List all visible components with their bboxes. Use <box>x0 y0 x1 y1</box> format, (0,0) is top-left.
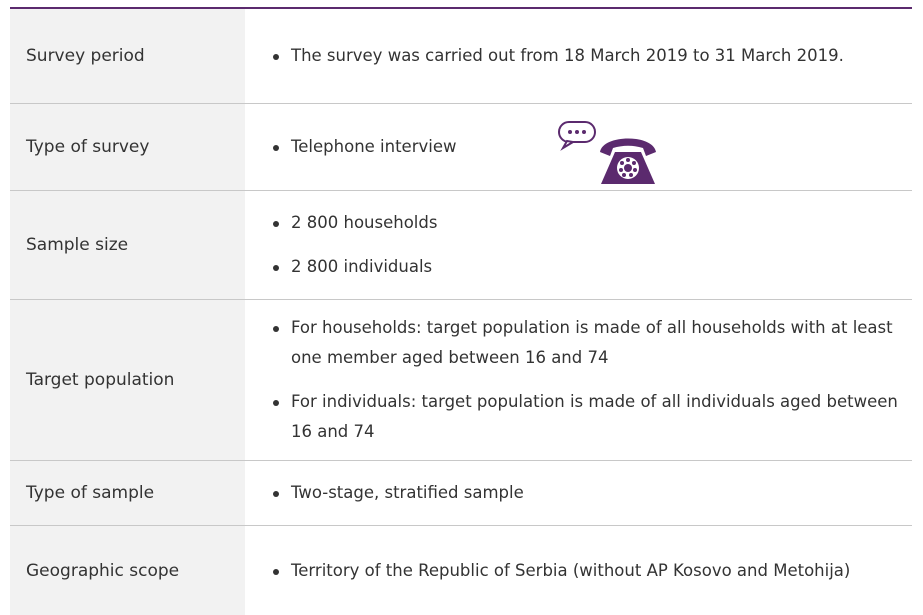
row-label: Type of survey <box>10 104 245 190</box>
bullet-item: For individuals: target population is ma… <box>271 387 904 447</box>
bullet <box>273 326 279 332</box>
bullet-item: Territory of the Republic of Serbia (wit… <box>271 556 904 586</box>
bullet <box>273 265 279 271</box>
survey-table: Survey period The survey was carried out … <box>10 7 912 615</box>
row-label: Type of sample <box>10 461 245 525</box>
bullet <box>273 145 279 151</box>
bullet-item: For households: target population is mad… <box>271 313 904 373</box>
item-text: Two-stage, stratified sample <box>291 483 524 502</box>
table-row: Target population For households: target … <box>10 300 912 461</box>
table-row: Geographic scope Territory of the Republi… <box>10 526 912 615</box>
item-text: The survey was carried out from 18 March… <box>291 46 844 65</box>
row-label: Survey period <box>10 9 245 103</box>
phone-icon <box>558 121 656 184</box>
bullet-item: 2 800 households <box>271 208 904 238</box>
row-label: Sample size <box>10 191 245 299</box>
bullet-item: The survey was carried out from 18 March… <box>271 41 904 71</box>
bullet <box>273 400 279 406</box>
bullet-item: Two-stage, stratified sample <box>271 478 904 508</box>
row-content: Telephone interview <box>245 104 912 190</box>
table-row: Sample size 2 800 households 2 800 individ… <box>10 191 912 300</box>
item-text: For individuals: target population is ma… <box>291 392 898 441</box>
row-content: For households: target population is mad… <box>245 300 912 460</box>
item-text: 2 800 households <box>291 213 438 232</box>
item-text: 2 800 individuals <box>291 257 433 276</box>
row-label: Target population <box>10 300 245 460</box>
table-row: Survey period The survey was carried out … <box>10 9 912 104</box>
row-label: Geographic scope <box>10 526 245 615</box>
bullet-item: 2 800 individuals <box>271 252 904 282</box>
table-row: Type of sample Two-stage, stratified samp… <box>10 461 912 526</box>
bullet-item: Telephone interview <box>271 132 904 162</box>
item-text: For households: target population is mad… <box>291 318 893 367</box>
row-content: The survey was carried out from 18 March… <box>245 9 912 103</box>
bullet <box>273 491 279 497</box>
item-text: Telephone interview <box>291 137 457 156</box>
bullet <box>273 54 279 60</box>
bullet <box>273 221 279 227</box>
row-content: Territory of the Republic of Serbia (wit… <box>245 526 912 615</box>
row-content: 2 800 households 2 800 individuals <box>245 191 912 299</box>
bullet <box>273 569 279 575</box>
item-text: Territory of the Republic of Serbia (wit… <box>291 561 851 580</box>
table-row: Type of survey Telephone interview <box>10 104 912 191</box>
row-content: Two-stage, stratified sample <box>245 461 912 525</box>
